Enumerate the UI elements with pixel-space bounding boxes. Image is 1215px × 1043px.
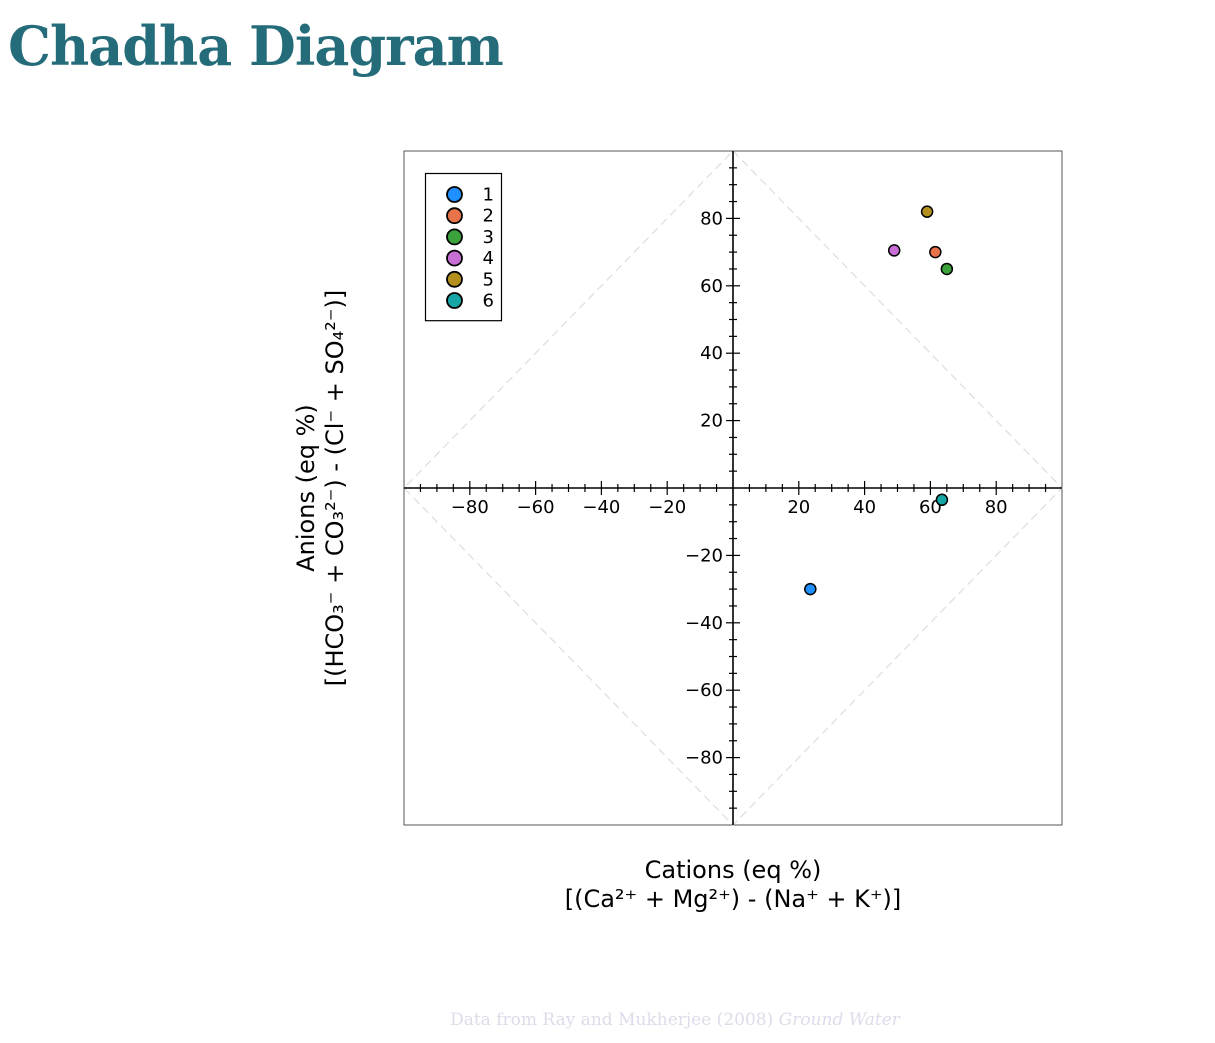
y-tick-label: −80	[685, 748, 723, 769]
legend-box	[424, 172, 503, 322]
legend-label: 1	[483, 185, 494, 206]
y-tick-label: 40	[700, 343, 723, 364]
data-points	[804, 205, 954, 596]
x-tick-label: −40	[582, 497, 620, 518]
legend-label: 6	[483, 291, 494, 312]
y-tick-label: −20	[685, 545, 723, 566]
data-point-5	[920, 205, 934, 218]
y-axis-title: Anions (eq %)	[292, 404, 320, 571]
x-tick-label: −80	[451, 497, 489, 518]
legend-marker-4	[446, 249, 463, 267]
legend-label: 5	[483, 269, 494, 290]
data-point-1	[804, 582, 817, 596]
tick-labels: −80 −60 −40 −20 20 40 60 80 80 60 40 20 −20 −40 −60 −80	[451, 208, 1008, 768]
y-tick-label: 20	[700, 411, 723, 432]
credit-journal: Ground Water	[778, 1010, 900, 1030]
x-tick-label: 80	[985, 497, 1008, 518]
y-axis-formula: [(HCO₃⁻ + CO₃²⁻) - (Cl⁻ + SO₄²⁻)]	[321, 290, 349, 687]
legend-marker-6	[446, 292, 463, 309]
x-axis-formula: [(Ca²⁺ + Mg²⁺) - (Na⁺ + K⁺)]	[565, 885, 902, 913]
x-tick-label: 40	[853, 497, 876, 518]
data-point-6	[935, 493, 949, 507]
data-point-4	[887, 244, 901, 257]
page-title: Chadha Diagram	[8, 14, 504, 78]
y-tick-label: −60	[685, 680, 723, 701]
y-tick-label: −40	[685, 613, 723, 634]
x-tick-label: 20	[787, 497, 810, 518]
x-axis-title: Cations (eq %)	[645, 856, 822, 884]
legend-marker-1	[446, 186, 463, 203]
credit-prefix: Data from Ray and Mukherjee (2008)	[450, 1010, 779, 1030]
x-tick-label: −60	[517, 497, 555, 518]
data-point-3	[940, 262, 954, 276]
legend-label: 4	[483, 248, 494, 269]
legend-marker-5	[446, 270, 463, 288]
axes-group	[404, 151, 1062, 825]
y-tick-label: 60	[700, 276, 723, 297]
x-tick-label: 60	[919, 497, 942, 518]
legend-marker-2	[446, 207, 463, 225]
axis-titles: Cations (eq %)[(Ca²⁺ + Mg²⁺) - (Na⁺ + K⁺…	[292, 290, 901, 913]
data-credit: Data from Ray and Mukherjee (2008) Groun…	[0, 1010, 1215, 1030]
legend-marker-3	[446, 228, 463, 246]
y-tick-label: 80	[700, 208, 723, 229]
x-tick-label: −20	[648, 497, 686, 518]
data-point-2	[929, 245, 942, 259]
legend-label: 3	[483, 227, 494, 248]
legend-label: 2	[483, 206, 494, 227]
